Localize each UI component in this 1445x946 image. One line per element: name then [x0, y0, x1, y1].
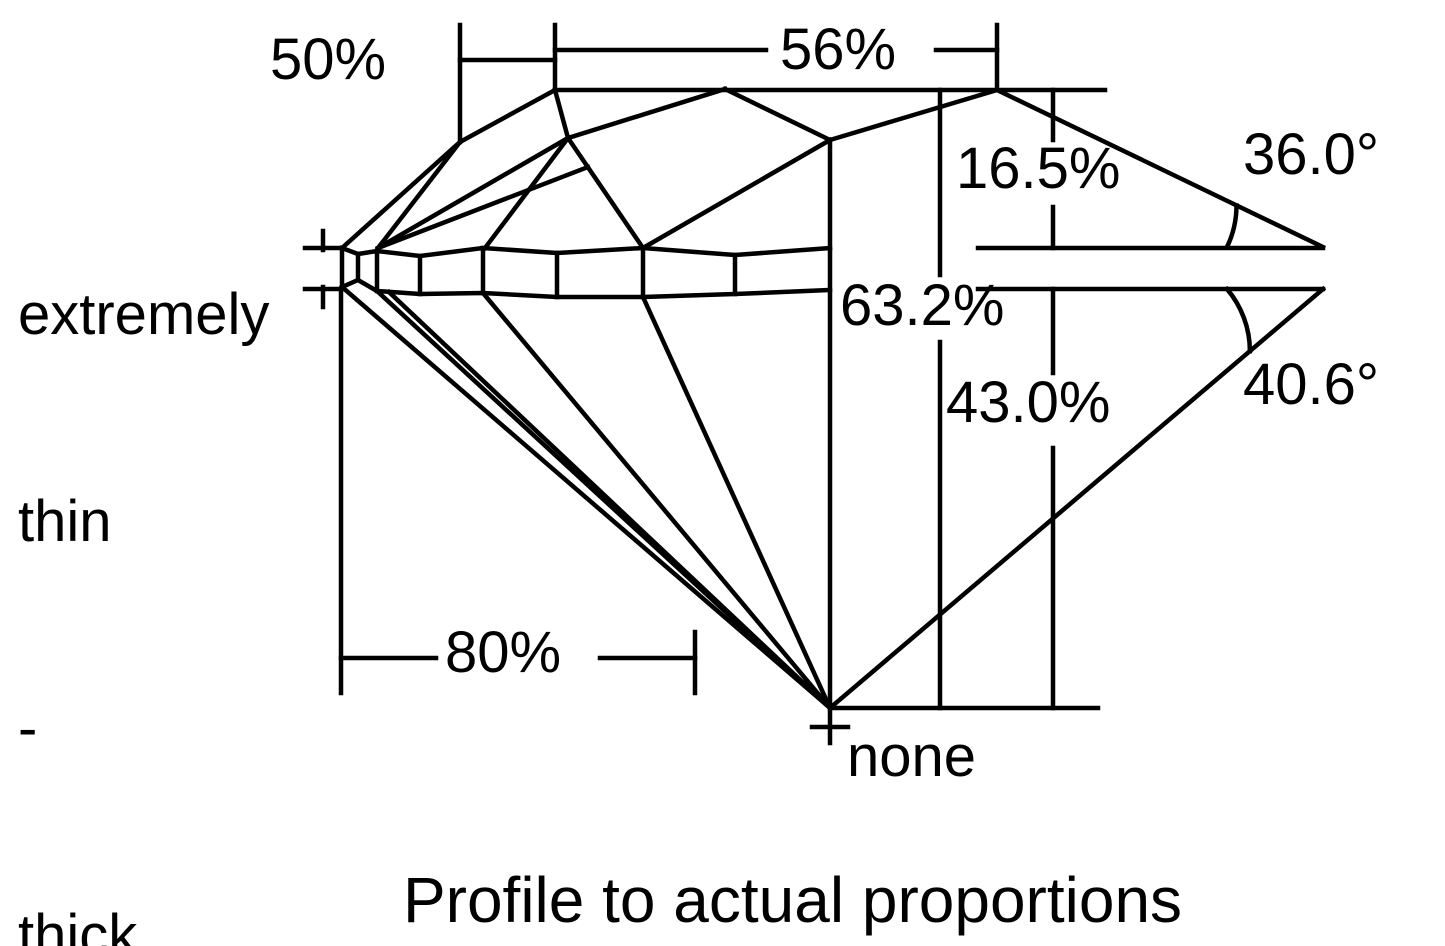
label-lower-half: 80%: [445, 620, 562, 685]
girdle-facets: [339, 245, 833, 300]
top-dimension-lines: [457, 22, 1000, 145]
label-crown-angle: 36.0°: [1243, 122, 1380, 187]
label-pavilion-angle: 40.6°: [1243, 352, 1380, 417]
diagram-caption: Profile to actual proportions: [402, 864, 1183, 936]
pavilion-facet-edges: [338, 283, 1327, 712]
angle-reference-lines: [975, 245, 1326, 292]
label-total-depth: 63.2%: [840, 273, 1005, 338]
label-pavilion-depth: 43.0%: [946, 370, 1111, 435]
girdle-description-line: extremely: [18, 282, 270, 347]
label-crown-height: 16.5%: [956, 136, 1121, 201]
girdle-description: extremely thin - thick (faceted) 4.0%: [18, 142, 269, 946]
girdle-description-line: thin: [18, 489, 112, 554]
lower-half-dimension: [338, 286, 698, 696]
label-star-length: 50%: [270, 27, 387, 92]
culet-cross-tick: [809, 709, 851, 746]
label-culet: none: [847, 724, 977, 789]
pavilion-angle-arc: [1223, 285, 1253, 354]
crown-angle-arc: [1223, 203, 1239, 251]
crown-outline: [338, 86, 1327, 252]
girdle-description-line: -: [18, 696, 38, 761]
label-table-size: 56%: [780, 17, 897, 82]
crown-facet-edges: [374, 85, 1000, 711]
girdle-description-line: thick: [18, 903, 138, 946]
girdle-thickness-markers: [302, 228, 345, 310]
